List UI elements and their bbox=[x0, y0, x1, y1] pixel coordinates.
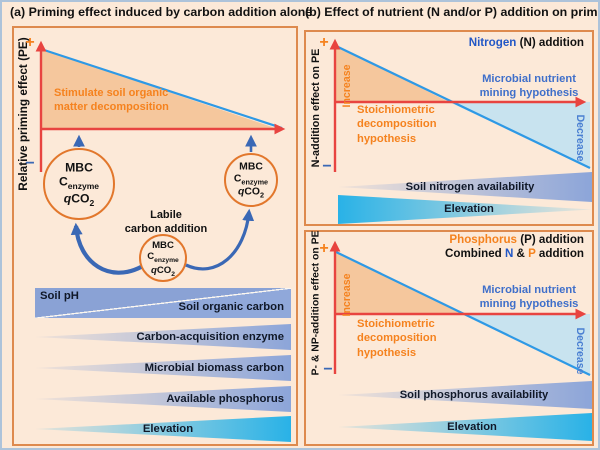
stimulate-line2: matter decomposition bbox=[54, 101, 169, 114]
qco2-label: qCO2 bbox=[237, 186, 264, 201]
mbc-label: MBC bbox=[152, 239, 174, 251]
nitrogen-word: Nitrogen bbox=[468, 36, 517, 49]
increase-label-p: Increase bbox=[341, 273, 353, 317]
phosphorus-word: Phosphorus bbox=[449, 233, 518, 246]
mining-line1: Microbial nutrient bbox=[482, 73, 576, 85]
minus-sign-p: − bbox=[323, 361, 333, 378]
mbc-label: MBC bbox=[239, 161, 263, 173]
stoich-line1: Stoichiometric bbox=[357, 104, 435, 116]
phosphorus-rest: (P) addition bbox=[517, 233, 584, 246]
decrease-label-p: Decrease bbox=[574, 327, 586, 375]
nitrogen-rest: (N) addition bbox=[516, 36, 584, 49]
soil-organic-carbon-label: Soil organic carbon bbox=[178, 301, 284, 313]
soil-phosphorus-availability-label: Soil phosphorus availability bbox=[399, 389, 549, 401]
panel-a-title: (a) Priming effect induced by carbon add… bbox=[10, 5, 313, 19]
phosphorus-addition-header: Phosphorus (P) addition Combined N & P a… bbox=[445, 233, 584, 261]
y-axis-label-n: N-addition effect on PE bbox=[310, 48, 322, 168]
mining-line2: mining hypothesis bbox=[479, 87, 579, 100]
microbial-biomass-carbon-label: Microbial biomass carbon bbox=[144, 362, 284, 374]
stoich-line1: Stoichiometric bbox=[357, 318, 435, 330]
panel-a-box bbox=[12, 26, 298, 446]
labile-line2: carbon addition bbox=[124, 223, 208, 236]
plus-sign-a: + bbox=[25, 34, 35, 51]
soil-ph-label: Soil pH bbox=[40, 290, 79, 302]
combined-p: P bbox=[528, 247, 536, 261]
panel-b-phosphorus-box bbox=[304, 230, 594, 446]
elevation-label-b-bottom: Elevation bbox=[447, 421, 497, 433]
elevation-label-b-top: Elevation bbox=[444, 203, 494, 215]
decrease-label-n: Decrease bbox=[574, 114, 586, 162]
mining-hypothesis-label-n: Microbial nutrient mining hypothesis bbox=[480, 72, 579, 101]
elevation-label-a: Elevation bbox=[142, 423, 194, 435]
stoich-line3: hypothesis bbox=[357, 346, 417, 359]
plus-sign-p: + bbox=[319, 240, 329, 257]
stimulate-line1: Stimulate soil organic bbox=[54, 87, 169, 99]
wedge-soil-ph-soc bbox=[35, 288, 291, 318]
c-enzyme-label: Cenzyme bbox=[233, 173, 269, 187]
mining-line2: mining hypothesis bbox=[479, 298, 579, 311]
stoich-line3: hypothesis bbox=[357, 132, 417, 145]
carbon-acquisition-enzyme-label: Carbon-acquisition enzyme bbox=[136, 331, 284, 343]
qco2-label: qCO2 bbox=[63, 192, 95, 209]
panel-b-nitrogen-box bbox=[304, 30, 594, 226]
mbc-circle-left-text: MBC Cenzyme qCO2 bbox=[59, 161, 99, 210]
mining-hypothesis-label-p: Microbial nutrient mining hypothesis bbox=[480, 283, 579, 312]
phosphorus-header-line1: Phosphorus (P) addition bbox=[445, 233, 584, 247]
combined-header-line2: Combined N & P addition bbox=[445, 247, 584, 261]
labile-line1: Labile bbox=[150, 209, 182, 221]
increase-label-n: Increase bbox=[341, 64, 353, 108]
mbc-circle-bottom-text: MBC Cenzyme qCO2 bbox=[147, 240, 179, 278]
minus-sign-n: − bbox=[322, 158, 332, 175]
available-phosphorus-label: Available phosphorus bbox=[166, 393, 284, 405]
mining-line1: Microbial nutrient bbox=[482, 284, 576, 296]
mbc-label: MBC bbox=[65, 160, 93, 175]
labile-carbon-addition-label: Labile carbon addition bbox=[125, 208, 208, 236]
stoichiometric-hypothesis-label-n: Stoichiometric decomposition hypothesis bbox=[357, 103, 437, 146]
minus-sign-a: − bbox=[25, 155, 35, 172]
c-enzyme-label: Cenzyme bbox=[147, 250, 179, 264]
c-enzyme-label: Cenzyme bbox=[58, 174, 100, 192]
panel-b-title: (b) Effect of nutrient (N and/or P) addi… bbox=[305, 5, 600, 19]
stoich-line2: decomposition bbox=[357, 332, 437, 345]
nitrogen-addition-header: Nitrogen (N) addition bbox=[469, 36, 584, 49]
mbc-circle-right-text: MBC Cenzyme qCO2 bbox=[234, 162, 268, 201]
stoichiometric-hypothesis-label-p: Stoichiometric decomposition hypothesis bbox=[357, 317, 437, 360]
soil-nitrogen-availability-label: Soil nitrogen availability bbox=[405, 181, 535, 193]
plus-sign-n: + bbox=[319, 34, 329, 51]
stoich-line2: decomposition bbox=[357, 118, 437, 131]
qco2-label: qCO2 bbox=[150, 264, 175, 278]
stimulate-label: Stimulate soil organic matter decomposit… bbox=[54, 86, 169, 114]
